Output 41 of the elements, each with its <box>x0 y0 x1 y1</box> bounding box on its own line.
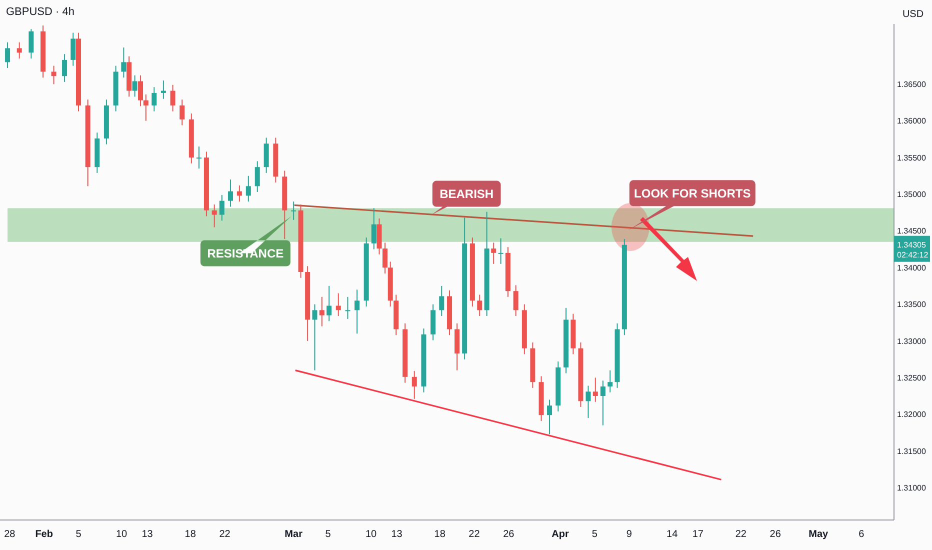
y-tick-label: 1.31500 <box>897 446 926 456</box>
x-tick-label: May <box>808 529 829 540</box>
x-tick-label: 13 <box>142 529 154 540</box>
x-tick-label: 14 <box>666 529 678 540</box>
x-tick-label: Apr <box>552 529 569 540</box>
x-tick-label: 6 <box>858 529 865 540</box>
x-tick-label: 13 <box>391 529 403 540</box>
y-tick-label: 1.33500 <box>897 300 926 310</box>
x-tick-label: 17 <box>692 529 704 540</box>
x-tick-label: 26 <box>770 529 782 540</box>
y-tick-label: 1.32000 <box>897 410 926 420</box>
y-tick-label: 1.35500 <box>897 153 926 162</box>
x-tick-label: 10 <box>116 529 128 540</box>
x-tick-label: Mar <box>284 529 303 540</box>
y-tick-label: 1.36000 <box>897 116 926 126</box>
x-tick-label: 26 <box>503 529 515 540</box>
x-tick-label: 18 <box>184 529 196 540</box>
x-tick-label: 18 <box>434 529 446 540</box>
annotation: BEARISH <box>440 186 494 201</box>
y-tick-label: 1.32500 <box>897 373 926 382</box>
x-tick-label: 5 <box>76 529 82 540</box>
x-tick-label: Feb <box>35 529 53 540</box>
x-tick-label: 5 <box>592 529 598 540</box>
x-tick-label: 28 <box>4 529 16 540</box>
y-tick-label: 1.31000 <box>897 484 926 493</box>
chart-title: GBPUSD · 4h <box>6 6 74 18</box>
annotation: LOOK FOR SHORTS <box>634 186 751 200</box>
text: 1.34305 <box>897 240 926 250</box>
x-tick-label: 22 <box>468 529 480 540</box>
y-tick-label: 1.34500 <box>897 226 926 236</box>
y-tick-label: 1.34000 <box>897 263 926 272</box>
y-axis-title: USD <box>902 9 924 20</box>
x-tick-label: 5 <box>325 529 332 540</box>
y-tick-label: 1.36500 <box>897 80 926 89</box>
x-tick-label: 22 <box>735 529 747 540</box>
text: 02:42:12 <box>897 250 929 260</box>
x-tick-label: 9 <box>626 529 632 540</box>
x-tick-label: 22 <box>219 529 231 540</box>
y-tick-label: 1.33000 <box>897 336 926 346</box>
y-tick-label: 1.35000 <box>897 190 926 200</box>
x-tick-label: 10 <box>365 529 378 540</box>
